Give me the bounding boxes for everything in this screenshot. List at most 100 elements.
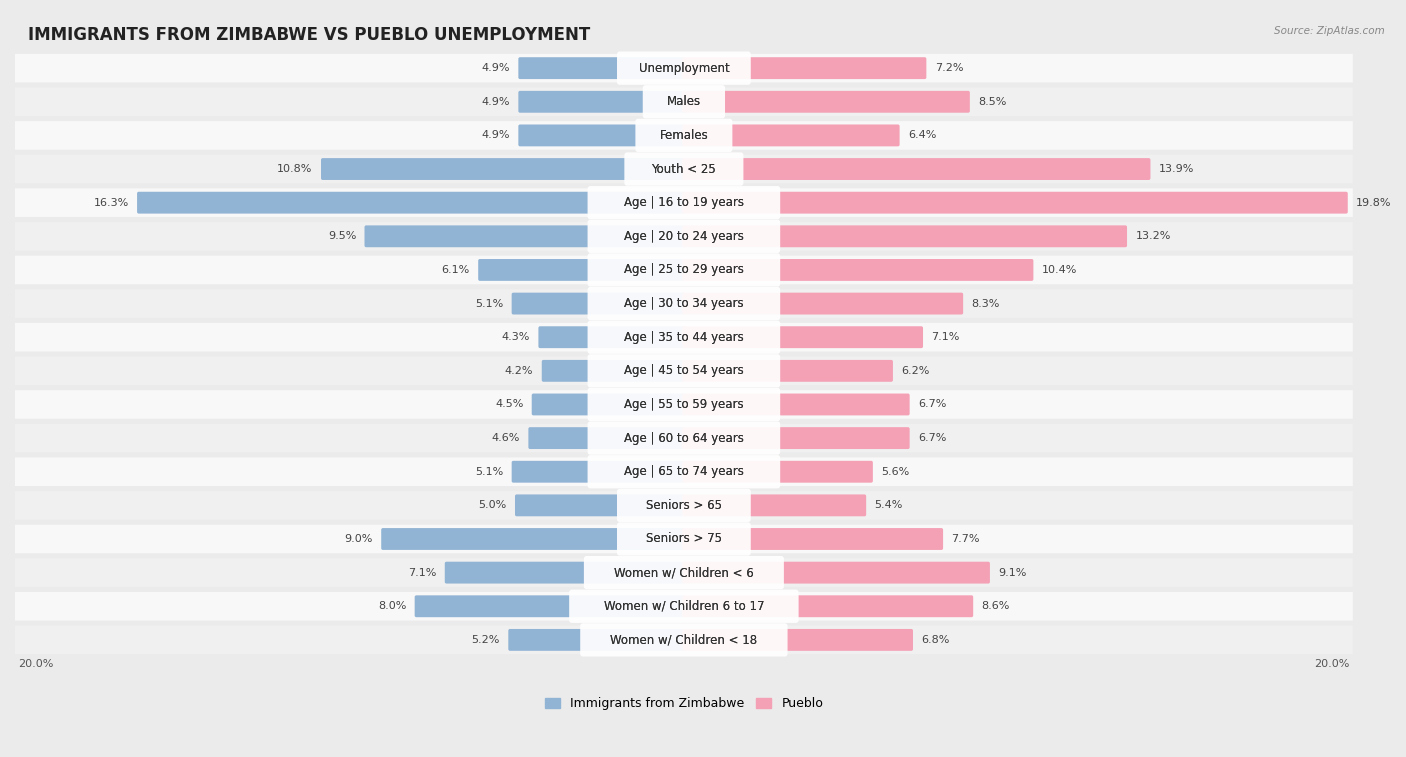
FancyBboxPatch shape	[617, 489, 751, 522]
Text: Age | 30 to 34 years: Age | 30 to 34 years	[624, 297, 744, 310]
Text: Source: ZipAtlas.com: Source: ZipAtlas.com	[1274, 26, 1385, 36]
Text: Seniors > 65: Seniors > 65	[645, 499, 721, 512]
FancyBboxPatch shape	[519, 58, 686, 79]
FancyBboxPatch shape	[682, 461, 873, 483]
FancyBboxPatch shape	[624, 152, 744, 185]
Text: 16.3%: 16.3%	[93, 198, 129, 207]
Text: Age | 30 to 34 years: Age | 30 to 34 years	[624, 297, 744, 310]
FancyBboxPatch shape	[581, 623, 787, 656]
Text: 7.7%: 7.7%	[952, 534, 980, 544]
FancyBboxPatch shape	[682, 158, 1150, 180]
Text: 7.1%: 7.1%	[931, 332, 960, 342]
Text: 8.3%: 8.3%	[972, 298, 1000, 309]
Text: 8.5%: 8.5%	[979, 97, 1007, 107]
FancyBboxPatch shape	[15, 559, 1353, 587]
FancyBboxPatch shape	[588, 320, 780, 354]
Text: Age | 55 to 59 years: Age | 55 to 59 years	[624, 398, 744, 411]
Text: Age | 60 to 64 years: Age | 60 to 64 years	[624, 431, 744, 444]
Text: 7.1%: 7.1%	[408, 568, 436, 578]
Text: 19.8%: 19.8%	[1357, 198, 1392, 207]
Text: 4.9%: 4.9%	[481, 97, 510, 107]
FancyBboxPatch shape	[444, 562, 686, 584]
FancyBboxPatch shape	[15, 491, 1353, 519]
FancyBboxPatch shape	[682, 394, 910, 416]
FancyBboxPatch shape	[682, 259, 1033, 281]
Text: 13.2%: 13.2%	[1136, 232, 1171, 241]
Text: Age | 25 to 29 years: Age | 25 to 29 years	[624, 263, 744, 276]
Text: 5.2%: 5.2%	[471, 635, 501, 645]
FancyBboxPatch shape	[512, 293, 686, 314]
FancyBboxPatch shape	[529, 427, 686, 449]
Text: 5.1%: 5.1%	[475, 467, 503, 477]
FancyBboxPatch shape	[415, 595, 686, 617]
FancyBboxPatch shape	[15, 54, 1353, 83]
Text: Age | 20 to 24 years: Age | 20 to 24 years	[624, 230, 744, 243]
FancyBboxPatch shape	[682, 562, 990, 584]
Text: Age | 55 to 59 years: Age | 55 to 59 years	[624, 398, 744, 411]
Text: 10.8%: 10.8%	[277, 164, 312, 174]
Text: 9.0%: 9.0%	[344, 534, 373, 544]
Text: Males: Males	[666, 95, 702, 108]
FancyBboxPatch shape	[321, 158, 686, 180]
Text: Seniors > 65: Seniors > 65	[645, 499, 721, 512]
Text: 6.1%: 6.1%	[441, 265, 470, 275]
FancyBboxPatch shape	[617, 522, 751, 556]
Text: Women w/ Children 6 to 17: Women w/ Children 6 to 17	[603, 600, 763, 612]
FancyBboxPatch shape	[15, 222, 1353, 251]
FancyBboxPatch shape	[636, 119, 733, 152]
FancyBboxPatch shape	[15, 188, 1353, 217]
FancyBboxPatch shape	[583, 556, 785, 589]
Text: Women w/ Children < 18: Women w/ Children < 18	[610, 634, 758, 646]
FancyBboxPatch shape	[15, 592, 1353, 621]
FancyBboxPatch shape	[136, 192, 686, 213]
Text: Age | 35 to 44 years: Age | 35 to 44 years	[624, 331, 744, 344]
Text: Women w/ Children < 6: Women w/ Children < 6	[614, 566, 754, 579]
FancyBboxPatch shape	[588, 254, 780, 287]
Text: 6.4%: 6.4%	[908, 130, 936, 140]
Text: 4.5%: 4.5%	[495, 400, 523, 410]
FancyBboxPatch shape	[15, 323, 1353, 351]
FancyBboxPatch shape	[588, 220, 780, 253]
FancyBboxPatch shape	[588, 422, 780, 455]
FancyBboxPatch shape	[588, 354, 780, 388]
FancyBboxPatch shape	[15, 256, 1353, 284]
Text: Women w/ Children 6 to 17: Women w/ Children 6 to 17	[603, 600, 763, 612]
FancyBboxPatch shape	[512, 461, 686, 483]
FancyBboxPatch shape	[541, 360, 686, 382]
FancyBboxPatch shape	[643, 85, 725, 118]
FancyBboxPatch shape	[588, 455, 780, 488]
FancyBboxPatch shape	[519, 124, 686, 146]
FancyBboxPatch shape	[515, 494, 686, 516]
FancyBboxPatch shape	[617, 51, 751, 85]
Text: Seniors > 75: Seniors > 75	[645, 532, 721, 546]
Text: 5.6%: 5.6%	[882, 467, 910, 477]
Text: Age | 45 to 54 years: Age | 45 to 54 years	[624, 364, 744, 377]
Text: Females: Females	[659, 129, 709, 142]
FancyBboxPatch shape	[682, 360, 893, 382]
Text: Age | 60 to 64 years: Age | 60 to 64 years	[624, 431, 744, 444]
FancyBboxPatch shape	[15, 457, 1353, 486]
Text: 4.2%: 4.2%	[505, 366, 533, 375]
Text: 20.0%: 20.0%	[18, 659, 53, 669]
Text: 4.3%: 4.3%	[502, 332, 530, 342]
Text: 9.1%: 9.1%	[998, 568, 1026, 578]
Text: 6.7%: 6.7%	[918, 400, 946, 410]
FancyBboxPatch shape	[569, 590, 799, 623]
FancyBboxPatch shape	[682, 629, 912, 651]
Text: 5.1%: 5.1%	[475, 298, 503, 309]
FancyBboxPatch shape	[478, 259, 686, 281]
FancyBboxPatch shape	[364, 226, 686, 248]
Text: 4.6%: 4.6%	[492, 433, 520, 443]
Text: Age | 25 to 29 years: Age | 25 to 29 years	[624, 263, 744, 276]
FancyBboxPatch shape	[15, 625, 1353, 654]
Text: Women w/ Children < 18: Women w/ Children < 18	[610, 634, 758, 646]
Text: Age | 45 to 54 years: Age | 45 to 54 years	[624, 364, 744, 377]
FancyBboxPatch shape	[381, 528, 686, 550]
FancyBboxPatch shape	[682, 226, 1128, 248]
FancyBboxPatch shape	[588, 388, 780, 421]
Text: Age | 65 to 74 years: Age | 65 to 74 years	[624, 466, 744, 478]
FancyBboxPatch shape	[682, 595, 973, 617]
FancyBboxPatch shape	[15, 88, 1353, 116]
Text: 6.8%: 6.8%	[921, 635, 949, 645]
Text: 6.7%: 6.7%	[918, 433, 946, 443]
